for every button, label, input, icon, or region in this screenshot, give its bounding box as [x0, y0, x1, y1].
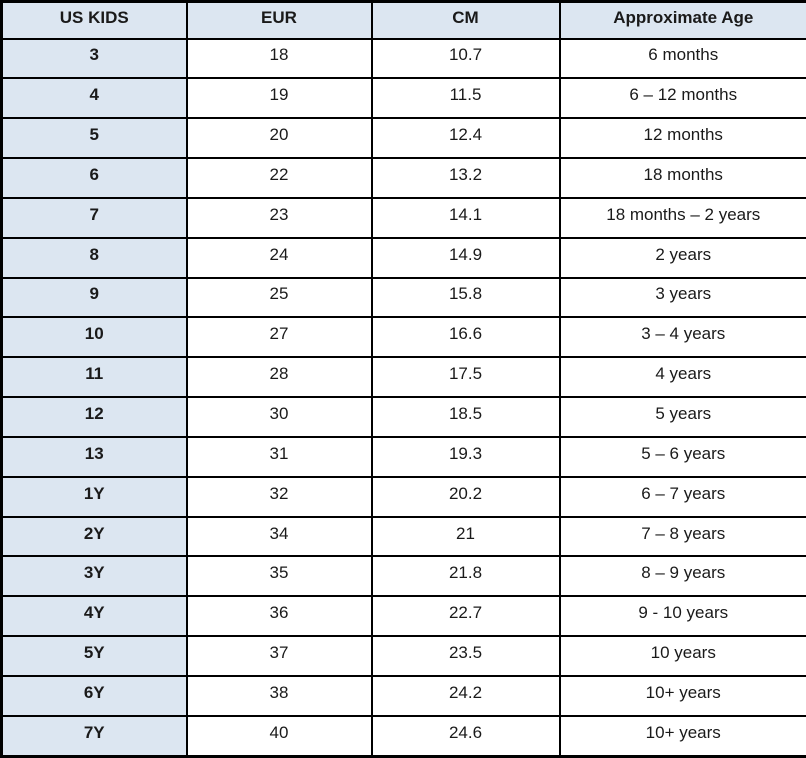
table-cell: 34 [185, 515, 373, 558]
table-row: 7Y 40 24.6 10+ years [0, 714, 806, 758]
table-cell: 19.3 [370, 435, 561, 478]
table-cell: 20.2 [370, 475, 561, 518]
table-cell: 8 – 9 years [558, 555, 806, 598]
table-row: 4Y 36 22.7 9 - 10 years [0, 595, 806, 638]
header-row: US KIDS EUR CM Approximate Age [0, 0, 806, 40]
table-cell: 3 – 4 years [558, 316, 806, 359]
table-cell: 21 [370, 515, 561, 558]
table-cell: 14.1 [370, 196, 561, 239]
size-chart-body: 3 18 10.7 6 months 4 19 11.5 6 – 12 months 5 20 12… [0, 37, 806, 758]
table-row: 4 19 11.5 6 – 12 months [0, 77, 806, 120]
table-cell: 20 [185, 117, 373, 160]
table-row: 3 18 10.7 6 months [0, 37, 806, 80]
table-row: 5Y 37 23.5 10 years [0, 635, 806, 677]
row-header-cell: 4Y [0, 595, 188, 638]
table-cell: 18.5 [370, 396, 561, 438]
table-cell: 15.8 [370, 276, 561, 319]
table-row: 9 25 15.8 3 years [0, 276, 806, 319]
table-cell: 19 [185, 77, 373, 120]
table-cell: 12.4 [370, 117, 561, 160]
table-row: 2Y 34 21 7 – 8 years [0, 515, 806, 558]
row-header-cell: 13 [0, 435, 188, 478]
row-header-cell: 8 [0, 236, 188, 279]
table-cell: 28 [185, 356, 373, 399]
table-cell: 7 – 8 years [558, 515, 806, 558]
table-cell: 14.9 [370, 236, 561, 279]
size-chart-header: US KIDS EUR CM Approximate Age [0, 0, 806, 40]
table-row: 5 20 12.4 12 months [0, 117, 806, 160]
row-header-cell: 3Y [0, 555, 188, 598]
row-header-cell: 11 [0, 356, 188, 399]
column-header-eur: EUR [185, 0, 373, 40]
table-cell: 16.6 [370, 316, 561, 359]
row-header-cell: 6 [0, 157, 188, 199]
table-cell: 31 [185, 435, 373, 478]
table-cell: 37 [185, 635, 373, 677]
table-cell: 9 - 10 years [558, 595, 806, 638]
table-cell: 6 – 7 years [558, 475, 806, 518]
table-cell: 6 – 12 months [558, 77, 806, 120]
table-cell: 18 [185, 37, 373, 80]
table-cell: 17.5 [370, 356, 561, 399]
row-header-cell: 2Y [0, 515, 188, 558]
table-cell: 3 years [558, 276, 806, 319]
row-header-cell: 3 [0, 37, 188, 80]
table-cell: 36 [185, 595, 373, 638]
table-cell: 23 [185, 196, 373, 239]
table-cell: 11.5 [370, 77, 561, 120]
column-header-approximate-age: Approximate Age [558, 0, 806, 40]
table-row: 13 31 19.3 5 – 6 years [0, 435, 806, 478]
table-cell: 24.2 [370, 675, 561, 717]
table-cell: 25 [185, 276, 373, 319]
row-header-cell: 1Y [0, 475, 188, 518]
table-cell: 27 [185, 316, 373, 359]
table-cell: 21.8 [370, 555, 561, 598]
column-header-cm: CM [370, 0, 561, 40]
table-cell: 32 [185, 475, 373, 518]
table-cell: 23.5 [370, 635, 561, 677]
table-row: 6 22 13.2 18 months [0, 157, 806, 199]
table-cell: 30 [185, 396, 373, 438]
table-cell: 10 years [558, 635, 806, 677]
table-cell: 5 years [558, 396, 806, 438]
table-row: 6Y 38 24.2 10+ years [0, 675, 806, 717]
row-header-cell: 6Y [0, 675, 188, 717]
table-cell: 5 – 6 years [558, 435, 806, 478]
table-row: 1Y 32 20.2 6 – 7 years [0, 475, 806, 518]
table-cell: 10+ years [558, 714, 806, 758]
table-cell: 4 years [558, 356, 806, 399]
table-cell: 13.2 [370, 157, 561, 199]
table-cell: 24 [185, 236, 373, 279]
row-header-cell: 5Y [0, 635, 188, 677]
table-cell: 18 months [558, 157, 806, 199]
table-cell: 18 months – 2 years [558, 196, 806, 239]
table-row: 3Y 35 21.8 8 – 9 years [0, 555, 806, 598]
table-cell: 24.6 [370, 714, 561, 758]
row-header-cell: 9 [0, 276, 188, 319]
table-cell: 35 [185, 555, 373, 598]
table-cell: 2 years [558, 236, 806, 279]
table-row: 8 24 14.9 2 years [0, 236, 806, 279]
row-header-cell: 7 [0, 196, 188, 239]
table-cell: 12 months [558, 117, 806, 160]
row-header-cell: 7Y [0, 714, 188, 758]
table-cell: 6 months [558, 37, 806, 80]
table-cell: 22.7 [370, 595, 561, 638]
table-row: 12 30 18.5 5 years [0, 396, 806, 438]
table-cell: 22 [185, 157, 373, 199]
table-cell: 10.7 [370, 37, 561, 80]
row-header-cell: 5 [0, 117, 188, 160]
row-header-cell: 10 [0, 316, 188, 359]
row-header-cell: 12 [0, 396, 188, 438]
table-row: 7 23 14.1 18 months – 2 years [0, 196, 806, 239]
table-row: 11 28 17.5 4 years [0, 356, 806, 399]
table-cell: 38 [185, 675, 373, 717]
table-row: 10 27 16.6 3 – 4 years [0, 316, 806, 359]
row-header-cell: 4 [0, 77, 188, 120]
table-cell: 40 [185, 714, 373, 758]
column-header-us-kids: US KIDS [0, 0, 188, 40]
table-cell: 10+ years [558, 675, 806, 717]
